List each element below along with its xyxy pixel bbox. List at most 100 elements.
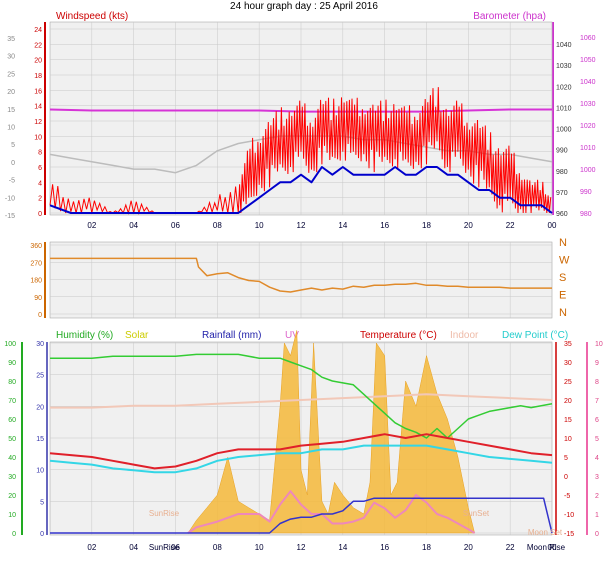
dir-tick-label: 90	[34, 295, 42, 302]
barometer-line	[49, 108, 552, 113]
x-tick-label: 06	[171, 221, 180, 230]
legend-uv: UV	[285, 330, 299, 341]
legend-humidity: Humidity (%)	[56, 330, 113, 341]
x-tick-label-bottom: 10	[255, 543, 264, 552]
temp-tick-label-outer: 35	[7, 36, 15, 43]
rain-tick-label: 0	[40, 531, 44, 538]
sunrise-label: SunRise	[149, 509, 180, 518]
humidity-tick-label: 0	[12, 531, 16, 538]
uv-tick-label: 1	[595, 512, 599, 519]
x-tick-label: 00	[548, 221, 557, 230]
baro-tick-label-inner: 990	[556, 148, 568, 155]
baro-tick-label-inner: 980	[556, 169, 568, 176]
temp-tick-label-outer: -10	[5, 195, 15, 202]
compass-label: N	[559, 237, 567, 249]
indoor-line	[50, 393, 553, 409]
rain-tick-label: 5	[40, 499, 44, 506]
wind-tick-label: 20	[34, 58, 42, 65]
baro-tick-label-outer: 1010	[580, 145, 596, 152]
temp-tick-label: 10	[564, 436, 572, 443]
baro-tick-label-outer: 1000	[580, 167, 596, 174]
wind-tick-label: 6	[38, 165, 42, 172]
x-tick-label: 12	[297, 221, 306, 230]
baro-tick-label-inner: 1040	[556, 42, 572, 49]
temp-tick-label-outer: 25	[7, 71, 15, 78]
sunrise-axis-label: SunRise	[149, 543, 180, 552]
baro-tick-label-outer: 1060	[580, 35, 596, 42]
legend-solar: Solar	[125, 330, 149, 341]
wind-avg-line	[49, 166, 553, 214]
temp-tick-label: 20	[564, 398, 572, 405]
rainfall-line	[50, 497, 553, 534]
x-tick-label-bottom: 00	[548, 543, 557, 552]
baro-tick-label-outer: 1030	[580, 101, 596, 108]
wind-tick-label: 0	[38, 211, 42, 218]
temp-tick-label-outer: 30	[7, 54, 15, 61]
uv-tick-label: 6	[595, 417, 599, 424]
temp-tick-label: 25	[564, 379, 572, 386]
humidity-tick-label: 50	[8, 436, 16, 443]
x-tick-label-bottom: 06	[171, 543, 180, 552]
rain-tick-label: 30	[36, 341, 44, 348]
dir-tick-label: 0	[38, 312, 42, 319]
x-tick-label: 20	[464, 221, 473, 230]
sunset-label: SunSet	[463, 509, 490, 518]
baro-tick-label-inner: 1010	[556, 105, 572, 112]
x-tick-label-bottom: 16	[380, 543, 389, 552]
dewpoint-line	[49, 444, 553, 474]
x-tick-label-bottom: 12	[297, 543, 306, 552]
dir-tick-label: 270	[30, 260, 42, 267]
uv-tick-label: 8	[595, 379, 599, 386]
wind-direction-line	[50, 257, 552, 293]
rain-tick-label: 10	[36, 468, 44, 475]
uv-line	[187, 490, 476, 534]
rain-tick-label: 20	[36, 404, 44, 411]
rain-tick-label: 15	[36, 436, 44, 443]
humidity-tick-label: 90	[8, 360, 16, 367]
uv-tick-label: 10	[595, 341, 603, 348]
baro-tick-label-inner: 960	[556, 211, 568, 218]
baro-tick-label-outer: 990	[580, 189, 592, 196]
baro-tick-label-outer: 980	[580, 211, 592, 218]
humidity-tick-label: 10	[8, 512, 16, 519]
temp-tick-label: 35	[564, 341, 572, 348]
uv-tick-label: 5	[595, 436, 599, 443]
compass-label: N	[559, 307, 567, 319]
x-tick-label-bottom: 02	[87, 543, 96, 552]
humidity-tick-label: 100	[4, 341, 16, 348]
uv-tick-label: 2	[595, 493, 599, 500]
temp-tick-label: -5	[564, 493, 570, 500]
humidity-line	[50, 353, 553, 439]
temp-tick-label-outer: -15	[5, 213, 15, 220]
temp-tick-label-outer: -5	[9, 178, 15, 185]
humidity-tick-label: 30	[8, 474, 16, 481]
legend-rain: Rainfall (mm)	[202, 330, 261, 341]
x-tick-label: 16	[380, 221, 389, 230]
x-tick-label-bottom: 18	[422, 543, 431, 552]
x-tick-label: 04	[129, 221, 138, 230]
x-tick-label-bottom: 20	[464, 543, 473, 552]
uv-tick-label: 3	[595, 474, 599, 481]
rain-tick-label: 25	[36, 373, 44, 380]
x-tick-label: 08	[213, 221, 222, 230]
humidity-tick-label: 80	[8, 379, 16, 386]
temp-tick-label-outer: 20	[7, 89, 15, 96]
dir-tick-label: 180	[30, 278, 42, 285]
baro-tick-label-inner: 1000	[556, 127, 572, 134]
uv-tick-label: 0	[595, 531, 599, 538]
moonrise-axis-label: Moon Rise	[527, 543, 566, 552]
windspeed-axis-title: Windspeed (kts)	[56, 11, 128, 22]
wind-tick-label: 18	[34, 73, 42, 80]
humidity-tick-label: 20	[8, 493, 16, 500]
compass-label: W	[559, 255, 570, 267]
wind-tick-label: 12	[34, 119, 42, 126]
wind-tick-label: 2	[38, 196, 42, 203]
compass-label: E	[559, 290, 566, 302]
wind-tick-label: 10	[34, 134, 42, 141]
temp-tick-label: 5	[564, 455, 568, 462]
moonset-label: Moon Set	[528, 528, 563, 537]
uv-tick-label: 9	[595, 360, 599, 367]
temp-tick-label: 0	[564, 474, 568, 481]
temp-tick-label: 30	[564, 360, 572, 367]
